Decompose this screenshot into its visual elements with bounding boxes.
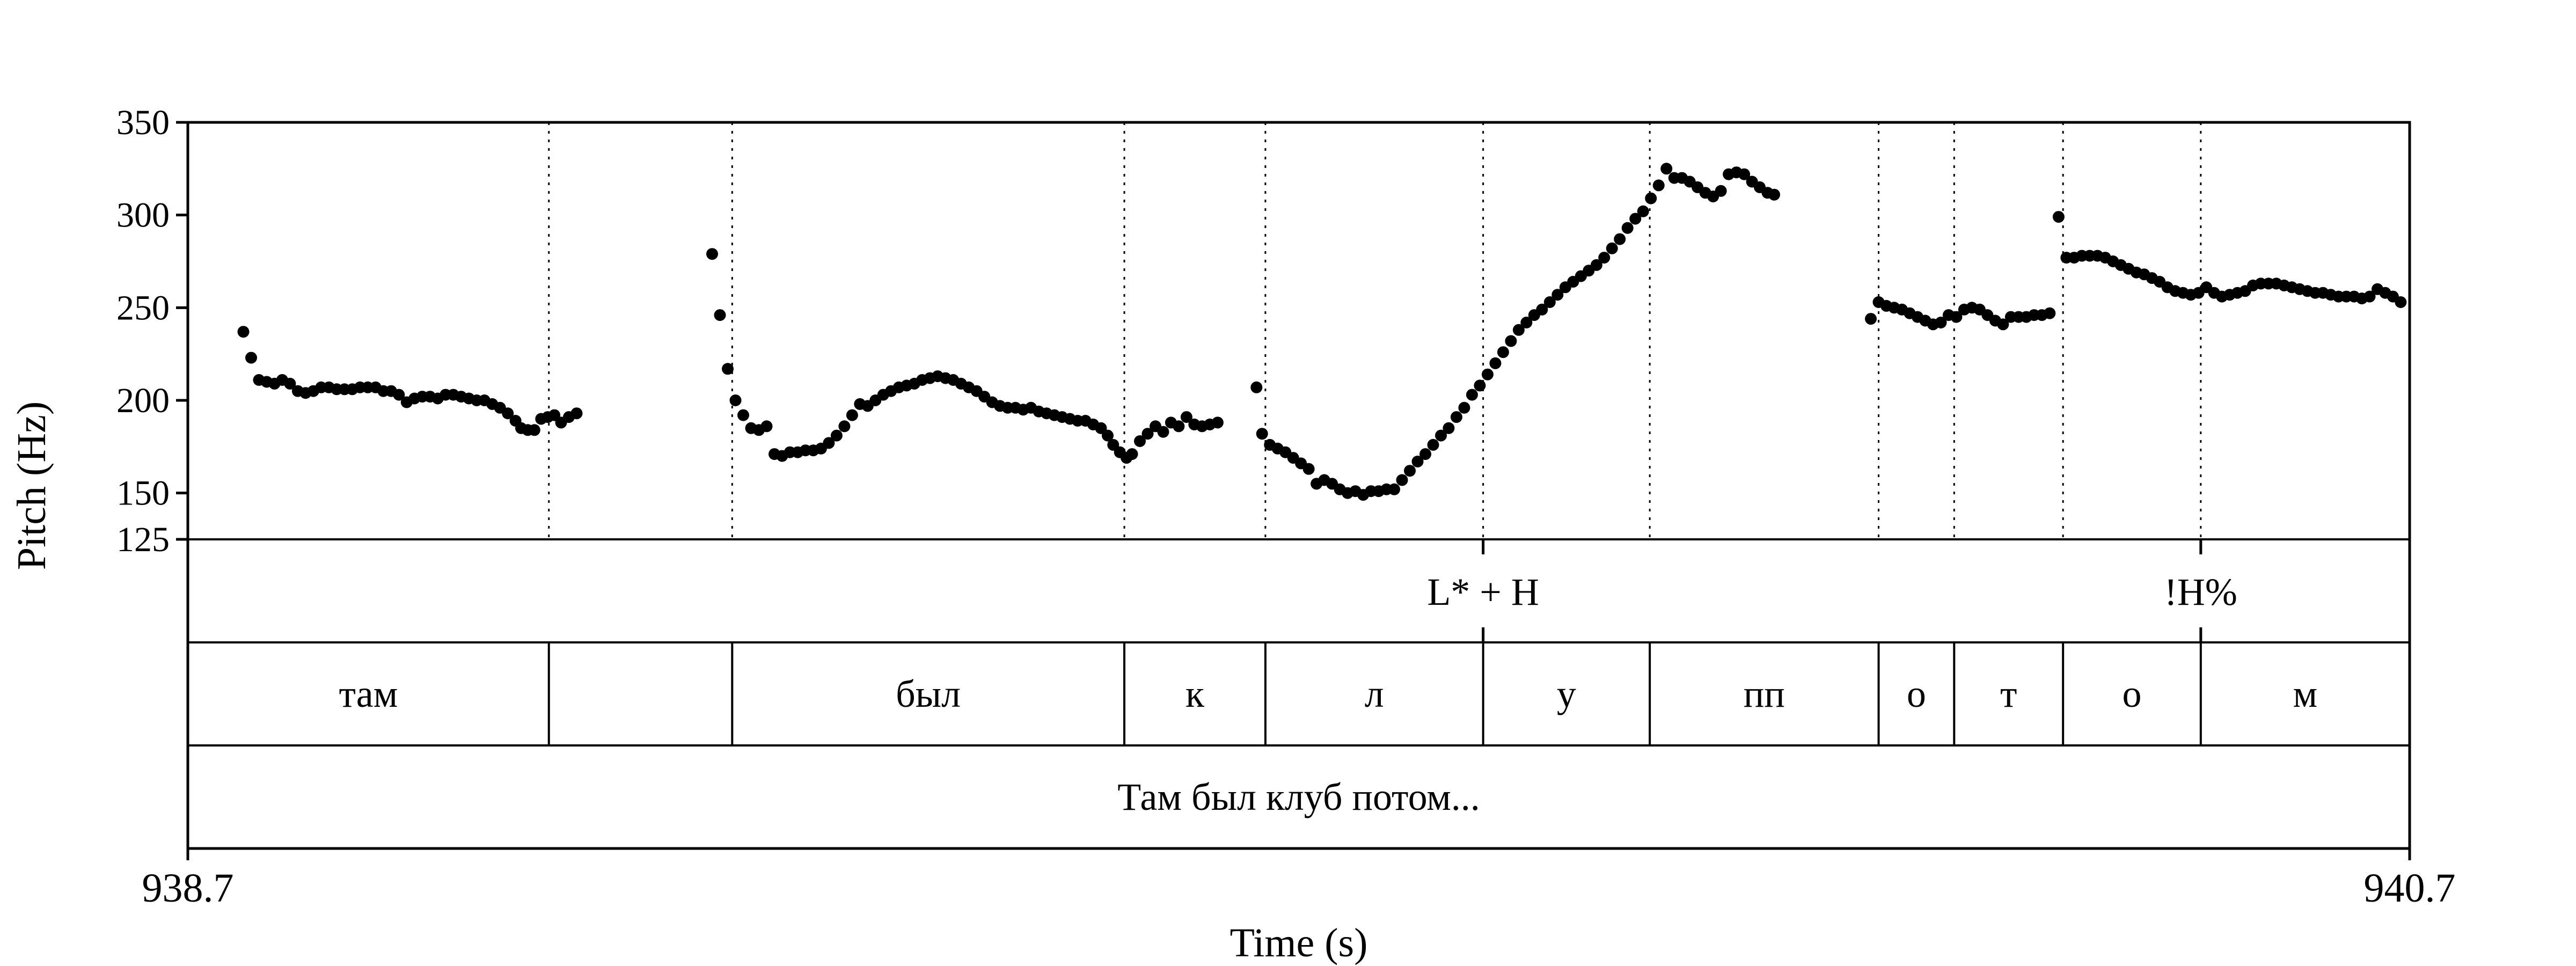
pitch-point bbox=[1738, 168, 1751, 180]
pitch-point bbox=[1173, 420, 1185, 433]
pitch-point bbox=[1590, 259, 1602, 271]
pitch-point bbox=[1435, 429, 1447, 442]
pitch-points bbox=[237, 163, 2407, 501]
pitch-point bbox=[1157, 426, 1169, 438]
annotation-tiers: L* + H !H% там был к л у пп о т о м Там был клуб пот… bbox=[188, 538, 2410, 818]
x-axis-title: Time (s) bbox=[1230, 920, 1368, 965]
y-axis-title: Pitch (Hz) bbox=[9, 401, 54, 570]
pitch-point bbox=[2363, 290, 2376, 303]
y-tick-label: 350 bbox=[116, 103, 170, 142]
pitch-point bbox=[1256, 428, 1268, 440]
pitch-point bbox=[1134, 435, 1146, 447]
pitch-point bbox=[830, 429, 843, 442]
segment-label: л bbox=[1365, 672, 1384, 715]
pitch-point bbox=[1637, 205, 1649, 217]
pitch-point bbox=[1621, 222, 1634, 234]
pitch-point bbox=[722, 363, 734, 375]
pitch-point bbox=[1505, 335, 1517, 347]
pitch-point bbox=[1652, 179, 1665, 192]
pitch-point bbox=[284, 377, 296, 390]
pitch-point bbox=[502, 407, 514, 420]
x-tick-label-start: 938.7 bbox=[142, 866, 234, 911]
pitch-point bbox=[1512, 324, 1525, 336]
pitch-point bbox=[1250, 381, 1263, 393]
y-tick-label: 200 bbox=[116, 381, 170, 420]
pitch-point bbox=[1474, 379, 1486, 392]
pitch-point bbox=[1411, 456, 1424, 467]
segment-label: пп bbox=[1744, 672, 1785, 715]
pitch-point bbox=[1660, 163, 1673, 175]
segment-label: о bbox=[2123, 672, 2142, 715]
segment-label: м bbox=[2293, 672, 2318, 715]
segment-label: был bbox=[896, 672, 961, 715]
pitch-point bbox=[1489, 357, 1502, 369]
pitch-point bbox=[706, 248, 718, 260]
pitch-point bbox=[737, 409, 749, 421]
pitch-point bbox=[1396, 474, 1408, 486]
y-axis-ticks: 125 150 200 250 300 350 bbox=[116, 103, 188, 559]
pitch-point bbox=[1865, 313, 1877, 325]
pitch-point bbox=[2052, 211, 2065, 223]
pitch-point bbox=[570, 407, 583, 420]
pitch-point bbox=[1302, 463, 1315, 475]
pitch-point bbox=[1404, 465, 1416, 477]
pitch-point bbox=[846, 409, 858, 421]
pitch-point bbox=[1419, 448, 1431, 460]
pitch-point bbox=[393, 389, 405, 401]
pitch-point bbox=[528, 424, 540, 436]
pitch-point bbox=[2395, 296, 2407, 308]
boundary-lines bbox=[548, 122, 2202, 539]
pitch-point bbox=[1629, 213, 1642, 225]
pitch-point bbox=[1141, 428, 1154, 440]
pitch-point bbox=[1552, 289, 1564, 301]
pitch-point bbox=[1543, 296, 1556, 308]
segment-label: к bbox=[1185, 672, 1205, 715]
segment-label: т bbox=[2000, 672, 2017, 715]
pitch-point bbox=[714, 309, 726, 321]
pitch-point bbox=[760, 420, 773, 433]
pitch-point bbox=[2044, 307, 2056, 319]
pitch-point bbox=[1536, 303, 1548, 316]
pitch-point bbox=[1211, 416, 1224, 429]
y-tick-label: 125 bbox=[116, 520, 170, 559]
y-tick-label: 300 bbox=[116, 196, 170, 235]
pitch-point bbox=[1614, 233, 1626, 245]
pitch-point bbox=[838, 420, 851, 433]
pitch-point bbox=[1497, 346, 1509, 358]
plot-frame bbox=[186, 121, 2411, 850]
pitch-point bbox=[1443, 422, 1455, 434]
sentence-label: Там был клуб потом... bbox=[1117, 775, 1480, 818]
segment-label: о bbox=[1907, 672, 1926, 715]
x-tick-label-end: 940.7 bbox=[2364, 866, 2456, 911]
pitch-point bbox=[1606, 242, 1618, 254]
pitch-point bbox=[1645, 192, 1657, 204]
pitch-point bbox=[1126, 448, 1138, 460]
pitch-point bbox=[823, 437, 835, 449]
pitch-point bbox=[1715, 185, 1727, 197]
y-tick-label: 250 bbox=[116, 288, 170, 327]
pitch-point bbox=[1427, 438, 1439, 451]
pitch-point bbox=[1935, 317, 1947, 328]
pitch-point bbox=[1950, 311, 1963, 323]
pitch-point bbox=[1450, 411, 1462, 423]
tone-label: L* + H bbox=[1427, 570, 1539, 613]
segment-label: там bbox=[339, 672, 398, 715]
pitch-point bbox=[1180, 411, 1192, 423]
pitch-point bbox=[1388, 483, 1400, 495]
pitch-point bbox=[1598, 252, 1611, 264]
pitch-point bbox=[729, 394, 742, 406]
pitch-point bbox=[1997, 318, 2009, 331]
pitch-point bbox=[245, 352, 257, 364]
segment-label: у bbox=[1557, 672, 1576, 715]
pitch-point bbox=[1458, 401, 1470, 414]
pitch-point bbox=[1768, 188, 1780, 201]
pitch-point bbox=[1481, 368, 1494, 380]
y-tick-label: 150 bbox=[116, 474, 170, 513]
pitch-point bbox=[1102, 429, 1114, 442]
pitch-point bbox=[1520, 317, 1533, 328]
pitch-point bbox=[1466, 389, 1478, 401]
tone-label: !H% bbox=[2164, 570, 2237, 613]
pitch-point bbox=[237, 326, 250, 338]
